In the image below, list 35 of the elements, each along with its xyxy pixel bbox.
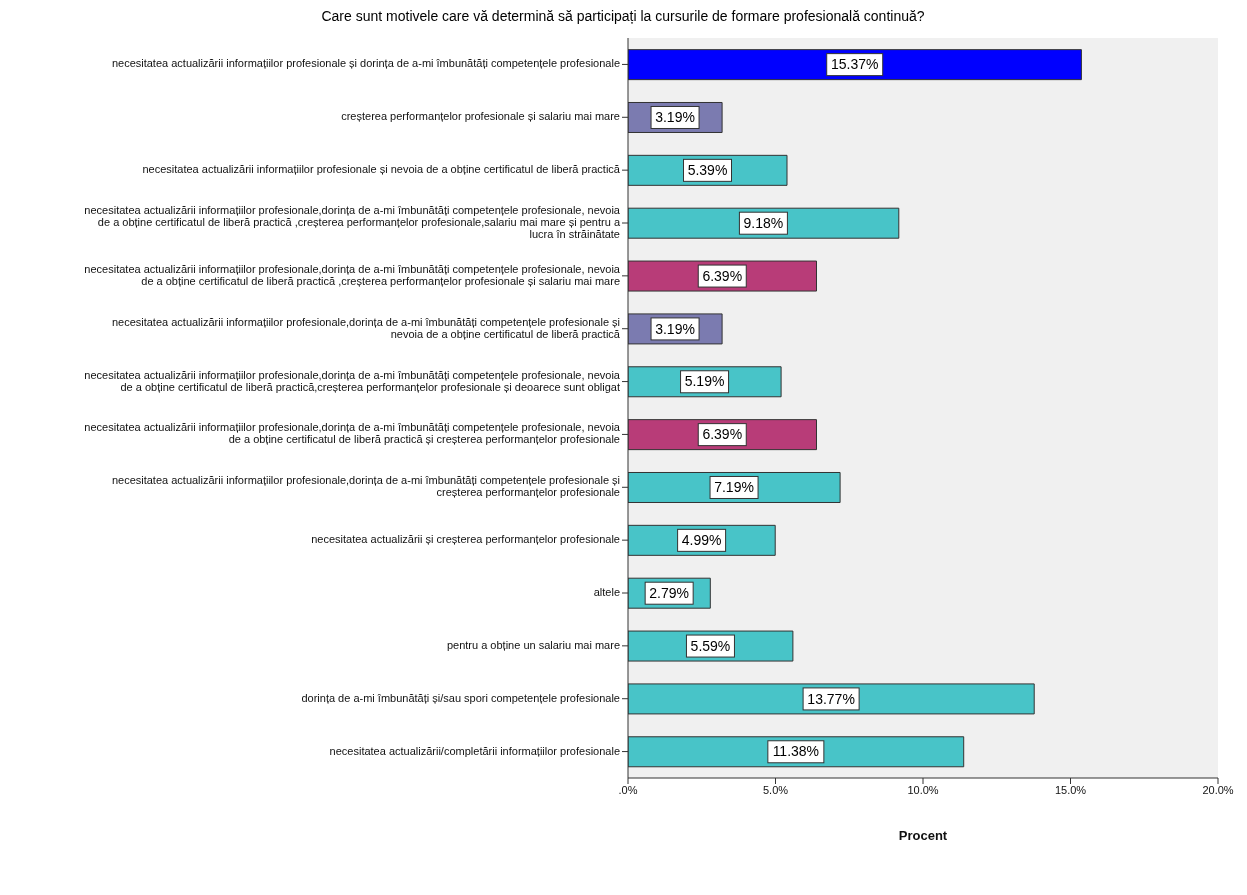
data-label: 13.77% [807, 690, 855, 707]
y-tick-label: pentru a obține un salariu mai mare [446, 638, 620, 651]
data-label: 11.38% [772, 743, 820, 760]
x-axis-title: Procent [898, 828, 948, 843]
data-label: 7.19% [714, 479, 754, 496]
y-tick-label: altele [593, 585, 620, 598]
data-label: 9.18% [743, 214, 784, 231]
data-label: 6.39% [702, 426, 743, 443]
y-tick-label: dorința de a-mi îmbunătăți și/sau spori competențele profesionale [301, 691, 620, 704]
x-tick-label: 10.0% [907, 783, 939, 796]
y-tick-label: necesitatea actualizării/completării informațiilor profesionale [329, 744, 620, 757]
y-tick-label: necesitatea actualizării informațiilor profesionale și nevoia de a obține certificatul de liberă practică [142, 163, 621, 176]
y-tick-label: necesitatea actualizării informațiilor profesionale,dorința de a-mi îmbunătăți competențele profesionale și creșterea performanțelor profesionale [111, 474, 620, 499]
y-tick-label: necesitatea actualizării informațiilor profesionale,dorința de a-mi îmbunătăți competențele profesionale și nevoia de a obține certificatul de liberă practică [111, 315, 621, 340]
y-tick-label: necesitatea actualizării informațiilor profesionale și dorința de a-mi îmbunătăți competențele profesionale [111, 57, 620, 70]
data-label: 3.19% [655, 320, 695, 337]
y-tick-label: necesitatea actualizării informațiilor profesionale,dorința de a-mi îmbunătăți competențele profesionale, nevoia de a obține certificatul de liberă practică ,creșterea performanțelor profesionale și salariu mai mare [84, 262, 621, 287]
y-tick-label: necesitatea actualizării informațiilor profesionale,dorința de a-mi îmbunătăți competențele profesionale, nevoia de a obține certificatul de liberă practică ,creșterea performanțelor profesionale,salariu mai mare și pentru a lucra în străinătate [84, 203, 621, 240]
data-label: 5.59% [690, 637, 731, 654]
x-tick-label: 15.0% [1054, 783, 1087, 796]
y-tick-label: necesitatea actualizării informațiilor profesionale,dorința de a-mi îmbunătăți competențele profesionale, nevoia de a obține certificatul de liberă practică,creșterea performanțelor profesionale și deoarece sunt obligat [84, 368, 621, 393]
data-label: 3.19% [655, 109, 695, 126]
data-label: 4.99% [681, 532, 722, 549]
data-label: 2.79% [649, 584, 689, 601]
data-label: 5.19% [684, 373, 725, 390]
x-tick-label: 20.0% [1202, 783, 1234, 796]
data-label: 5.39% [687, 162, 728, 179]
chart-title: Care sunt motivele care vă determină să participați la cursurile de formare profesională continuă? [320, 8, 926, 24]
x-tick-label: .0% [618, 783, 638, 796]
data-label: 6.39% [702, 267, 743, 284]
y-tick-label: creșterea performanțelor profesionale și salariu mai mare [341, 110, 620, 123]
data-label: 15.37% [830, 56, 879, 73]
x-tick-label: 5.0% [762, 783, 789, 796]
y-tick-label: necesitatea actualizării și creșterea performanțelor profesionale [311, 533, 620, 546]
y-tick-label: necesitatea actualizării informațiilor profesionale,dorința de a-mi îmbunătăți competențele profesionale, nevoia de a obține certificatul de liberă practică și creșterea performanțelor profesionale [84, 421, 621, 446]
